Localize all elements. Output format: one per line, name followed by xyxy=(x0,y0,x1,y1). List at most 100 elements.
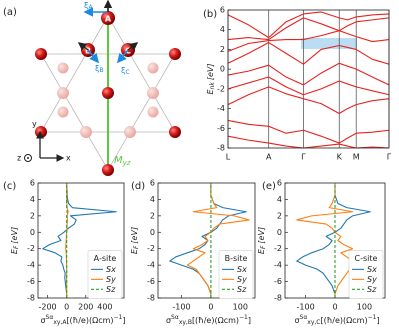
series-line xyxy=(227,62,390,86)
axis-label: y xyxy=(32,120,37,129)
legend-label: Sx xyxy=(237,265,247,274)
moment-arrow xyxy=(127,42,139,51)
x-tick-label: 0 xyxy=(332,303,337,312)
plot-frame xyxy=(227,9,390,149)
panel-label: (c) xyxy=(3,181,16,192)
y-tick-label: -8 xyxy=(27,294,35,303)
pale-sites xyxy=(57,62,159,138)
kagome-diagram: A B C ξA ξB ξC Myz y x z xyxy=(17,0,181,176)
y-tick-label: -4 xyxy=(147,261,155,270)
y-tick-label: 2 xyxy=(220,45,225,54)
axis-label: x xyxy=(66,154,71,163)
highlight-region xyxy=(301,38,357,49)
legend-box xyxy=(348,250,384,299)
x-tick-label: 400 xyxy=(97,303,112,312)
y-tick-label: -2 xyxy=(217,84,225,93)
xi-label: ξB xyxy=(95,64,104,74)
plot-frame xyxy=(284,182,386,299)
y-tick-label: 6 xyxy=(30,179,35,188)
legend-label: Sz xyxy=(367,285,377,294)
y-tick-label: 6 xyxy=(220,6,225,15)
y-tick-label: -6 xyxy=(274,277,282,286)
series-line xyxy=(227,11,390,39)
series-line xyxy=(227,76,390,96)
legend-box xyxy=(218,250,254,299)
z-axis-symbol xyxy=(24,154,32,162)
series-line xyxy=(227,30,390,52)
y-tick-label: -6 xyxy=(27,277,35,286)
y-tick-label: 4 xyxy=(277,195,282,204)
y-tick-label: 2 xyxy=(277,211,282,220)
x-tick-label: 200 xyxy=(78,303,93,312)
legend-label: Sz xyxy=(106,285,116,294)
y-tick-label: -8 xyxy=(147,294,155,303)
y-tick-label: 4 xyxy=(30,195,35,204)
y-tick-label: -2 xyxy=(274,244,282,253)
y-axis-label: EF[eV] xyxy=(257,227,267,254)
x-tick-label: -100 xyxy=(297,303,315,312)
y-tick-label: 4 xyxy=(150,195,155,204)
series-line xyxy=(227,86,390,115)
y-tick-label: -2 xyxy=(27,244,35,253)
legend-title: B-site xyxy=(225,254,248,263)
x-tick-label: 0 xyxy=(208,303,213,312)
panel-label: (b) xyxy=(203,9,217,20)
y-axis-label: EF[eV] xyxy=(130,227,140,254)
y-tick-label: -4 xyxy=(27,261,35,270)
axis-label: z xyxy=(17,154,21,163)
legend-label: Sy xyxy=(367,275,377,284)
x-tick-label: 100 xyxy=(357,303,372,312)
x-tick-label: -100 xyxy=(172,303,190,312)
z-axis-symbol xyxy=(27,157,29,159)
y-tick-label: 0 xyxy=(30,228,35,237)
legend-title: C-site xyxy=(355,254,378,263)
moment-arrow xyxy=(77,42,89,51)
series-line xyxy=(227,135,390,149)
x-tick-label: L xyxy=(226,153,231,162)
series-line xyxy=(227,17,390,41)
y-tick-label: -4 xyxy=(274,261,282,270)
x-tick-label: K xyxy=(337,153,343,162)
y-tick-label: -6 xyxy=(147,277,155,286)
series-line xyxy=(296,183,371,298)
y-tick-label: -8 xyxy=(274,294,282,303)
legend-label: Sy xyxy=(237,275,247,284)
xi-label: ξA xyxy=(84,1,93,11)
y-tick-label: 2 xyxy=(150,211,155,220)
y-tick-label: 4 xyxy=(220,25,225,34)
x-tick-label: Γ xyxy=(301,153,306,162)
x-axis-label: σSαxy,C[(ħ/e)(Ωcm)−1] xyxy=(294,314,379,326)
y-tick-label: -6 xyxy=(217,124,225,133)
spin-axis-arrow xyxy=(116,49,129,64)
y-tick-label: 0 xyxy=(277,228,282,237)
y-axis-label: EF[eV] xyxy=(10,227,20,254)
y-tick-label: -2 xyxy=(147,244,155,253)
x-tick-label: Γ xyxy=(387,153,392,162)
y-tick-label: 0 xyxy=(220,65,225,74)
series-line xyxy=(42,183,117,298)
legend-label: Sz xyxy=(237,285,247,294)
x-tick-label: M xyxy=(353,153,360,162)
legend-label: Sx xyxy=(106,265,116,274)
series-line xyxy=(227,119,390,144)
legend-label: Sy xyxy=(106,275,116,284)
legend-label: Sx xyxy=(367,265,377,274)
plot-frame xyxy=(157,182,256,299)
y-tick-label: 6 xyxy=(150,179,155,188)
xi-label: ξC xyxy=(121,66,130,76)
series-line xyxy=(186,183,250,298)
y-tick-label: 0 xyxy=(150,228,155,237)
x-tick-label: -200 xyxy=(38,303,56,312)
x-axis-label: σSαxy,B[(ħ/e)(Ωcm)−1] xyxy=(166,314,251,326)
panel-label: (d) xyxy=(131,181,145,192)
series-line xyxy=(227,41,390,65)
panel-label: (e) xyxy=(262,181,276,192)
x-tick-label: 100 xyxy=(233,303,248,312)
y-axis-label: Enk[eV] xyxy=(206,64,216,95)
y-tick-label: -8 xyxy=(217,144,225,153)
spin-axis-arrow xyxy=(87,49,100,64)
x-axis-label: σSαxy,A[(ħ/e)(Ωcm)−1] xyxy=(40,314,125,326)
site-label: A xyxy=(105,15,112,24)
legend-title: A-site xyxy=(94,254,117,263)
